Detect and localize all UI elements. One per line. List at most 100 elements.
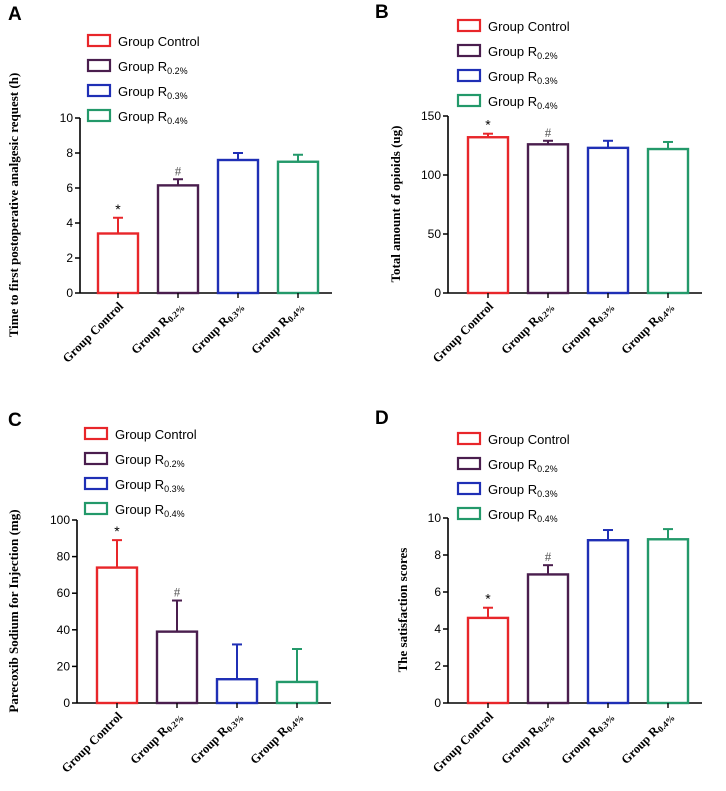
legend-label: Group R0.3% xyxy=(488,482,558,499)
y-tick-label: 4 xyxy=(434,622,441,636)
bar xyxy=(646,538,690,705)
x-tick-label: Group R0.2% xyxy=(128,299,186,357)
bar xyxy=(276,160,320,295)
y-axis-label: Parecoxib Sodium for Injection (mg) xyxy=(6,509,21,712)
legend-label: Group Control xyxy=(488,19,570,34)
legend-swatch xyxy=(83,476,109,491)
legend-label: Group R0.4% xyxy=(115,502,185,519)
y-tick-label: 6 xyxy=(434,585,441,599)
y-tick-label: 100 xyxy=(50,513,70,527)
significance-star: * xyxy=(485,591,491,607)
bar xyxy=(466,136,510,295)
legend-swatch xyxy=(83,426,109,441)
legend-swatch xyxy=(86,33,112,48)
panel-letter: D xyxy=(375,408,389,429)
y-tick-label: 0 xyxy=(66,286,73,300)
y-tick-label: 50 xyxy=(428,227,442,241)
significance-star: * xyxy=(115,201,121,217)
x-tick-label: Group R0.2% xyxy=(127,709,185,767)
legend-swatch xyxy=(83,451,109,466)
legend-label: Group R0.4% xyxy=(118,109,188,126)
legend-label: Group R0.4% xyxy=(488,507,558,524)
x-tick-label: Group Control xyxy=(430,299,497,366)
legend-label: Group Control xyxy=(488,432,570,447)
bar xyxy=(155,630,199,705)
legend-label: Group R0.3% xyxy=(118,84,188,101)
y-tick-label: 2 xyxy=(434,659,441,673)
legend-swatch xyxy=(86,83,112,98)
legend-swatch xyxy=(456,456,482,471)
y-tick-label: 10 xyxy=(60,111,74,125)
significance-hash: # xyxy=(174,585,181,600)
x-tick-label: Group R0.4% xyxy=(248,299,306,357)
legend-swatch xyxy=(456,481,482,496)
significance-star: * xyxy=(114,523,120,539)
significance-hash: # xyxy=(545,125,552,140)
panel-letter: C xyxy=(8,410,22,431)
significance-hash: # xyxy=(545,549,552,564)
bar xyxy=(586,146,630,295)
significance-star: * xyxy=(485,117,491,133)
y-tick-label: 150 xyxy=(421,109,441,123)
legend-label: Group R0.3% xyxy=(115,477,185,494)
y-tick-label: 0 xyxy=(434,696,441,710)
legend-label: Group R0.2% xyxy=(488,457,558,474)
y-axis-label: The satisfaction scores xyxy=(395,548,410,673)
x-tick-label: Group R0.4% xyxy=(618,709,676,767)
legend-label: Group R0.2% xyxy=(115,452,185,469)
legend-swatch xyxy=(456,506,482,521)
y-tick-label: 10 xyxy=(428,511,442,525)
y-axis-label: Total amount of opioids (ug) xyxy=(388,126,403,283)
legend-swatch xyxy=(456,43,482,58)
x-tick-label: Group Control xyxy=(59,709,126,776)
bar xyxy=(275,680,319,705)
legend-swatch xyxy=(456,68,482,83)
x-tick-label: Group R0.3% xyxy=(187,709,245,767)
bar xyxy=(526,573,570,705)
panel-letter: A xyxy=(8,4,22,25)
y-tick-label: 4 xyxy=(66,216,73,230)
legend-swatch xyxy=(456,93,482,108)
y-tick-label: 80 xyxy=(57,550,71,564)
x-tick-label: Group Control xyxy=(60,299,127,366)
legend-label: Group R0.2% xyxy=(118,59,188,76)
x-tick-label: Group Control xyxy=(430,709,497,776)
panel-letter: B xyxy=(375,2,389,23)
legend-label: Group R0.4% xyxy=(488,94,558,111)
bar xyxy=(216,158,260,295)
legend-swatch xyxy=(86,108,112,123)
y-tick-label: 0 xyxy=(63,696,70,710)
y-tick-label: 8 xyxy=(66,146,73,160)
bar xyxy=(466,616,510,705)
legend-label: Group R0.3% xyxy=(488,69,558,86)
y-tick-label: 60 xyxy=(57,586,71,600)
legend-swatch xyxy=(86,58,112,73)
legend-label: Group R0.2% xyxy=(488,44,558,61)
x-tick-label: Group R0.4% xyxy=(247,709,305,767)
y-tick-label: 8 xyxy=(434,548,441,562)
bar xyxy=(96,232,140,295)
legend-label: Group Control xyxy=(118,34,200,49)
x-tick-label: Group R0.3% xyxy=(188,299,246,357)
bar xyxy=(95,566,139,705)
legend-label: Group Control xyxy=(115,427,197,442)
x-tick-label: Group R0.2% xyxy=(498,709,556,767)
y-tick-label: 0 xyxy=(434,286,441,300)
legend-swatch xyxy=(83,501,109,516)
bar xyxy=(156,184,200,295)
x-tick-label: Group R0.3% xyxy=(558,299,616,357)
y-tick-label: 20 xyxy=(57,659,71,673)
y-tick-label: 2 xyxy=(66,251,73,265)
x-tick-label: Group R0.2% xyxy=(498,299,556,357)
bar xyxy=(215,678,259,705)
legend-swatch xyxy=(456,431,482,446)
y-tick-label: 40 xyxy=(57,623,71,637)
bar xyxy=(526,143,570,295)
bar xyxy=(646,147,690,295)
y-axis-label: Time to first postoperative analgesic re… xyxy=(6,73,21,338)
